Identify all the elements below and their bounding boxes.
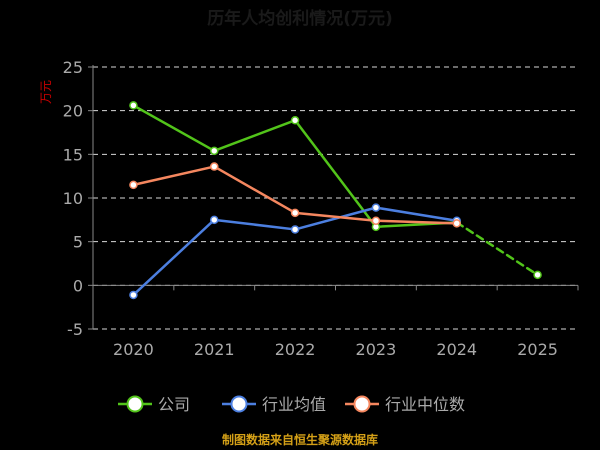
legend-label: 行业中位数: [385, 395, 465, 414]
y-tick-label: 25: [63, 58, 83, 77]
legend-item: 公司: [118, 395, 190, 414]
series-segment: [293, 211, 378, 222]
series-2: [129, 203, 461, 300]
data-point: [210, 162, 219, 171]
y-tick-label: 10: [63, 189, 83, 208]
series-segment: [374, 206, 458, 222]
legend: 公司 行业均值 行业中位数: [118, 395, 465, 414]
data-point: [129, 101, 138, 110]
x-tick-label: 2022: [275, 340, 316, 359]
series-segment: [213, 165, 297, 215]
series-segment: [213, 218, 297, 231]
data-point: [129, 180, 138, 190]
y-tick-label: -5: [67, 320, 83, 339]
data-point: [290, 225, 300, 234]
data-point: [533, 270, 542, 280]
y-tick-label: 15: [63, 145, 83, 164]
series-segment: [455, 221, 539, 277]
data-point: [290, 208, 300, 218]
y-tick-label: 20: [63, 102, 83, 121]
x-tick-label: 2020: [113, 340, 154, 359]
series-segment: [293, 206, 378, 231]
y-tick-label: 5: [73, 233, 83, 252]
x-tick-label: 2021: [194, 340, 235, 359]
data-point: [452, 219, 461, 228]
y-tick-label: 0: [73, 276, 83, 295]
source-note: 制图数据来自恒生聚源数据库: [222, 432, 378, 447]
series-1: [129, 101, 542, 280]
series-3: [129, 162, 461, 228]
data-point: [129, 290, 138, 300]
series-group: [129, 101, 542, 300]
series-segment: [293, 119, 378, 229]
legend-label: 行业均值: [262, 395, 326, 414]
x-tick-label: 2024: [436, 340, 477, 359]
series-segment: [132, 218, 216, 297]
x-tick-label: 2025: [517, 340, 558, 359]
data-point: [210, 146, 219, 156]
series-segment: [374, 219, 458, 225]
series-segment: [213, 119, 297, 153]
data-point: [371, 203, 381, 212]
legend-swatch-marker: [230, 395, 248, 413]
series-segment: [132, 165, 216, 187]
data-point: [290, 116, 300, 125]
data-point: [371, 216, 381, 225]
legend-swatch-marker: [353, 395, 371, 413]
legend-swatch-marker: [126, 395, 144, 413]
legend-label: 公司: [158, 395, 190, 414]
y-axis-label: 万元: [39, 80, 53, 104]
legend-item: 行业中位数: [345, 395, 465, 414]
series-segment: [132, 104, 216, 153]
data-point: [210, 215, 219, 225]
x-tick-label: 2023: [356, 340, 397, 359]
chart-title: 历年人均创利情况(万元): [207, 8, 393, 29]
legend-item: 行业均值: [222, 395, 326, 414]
